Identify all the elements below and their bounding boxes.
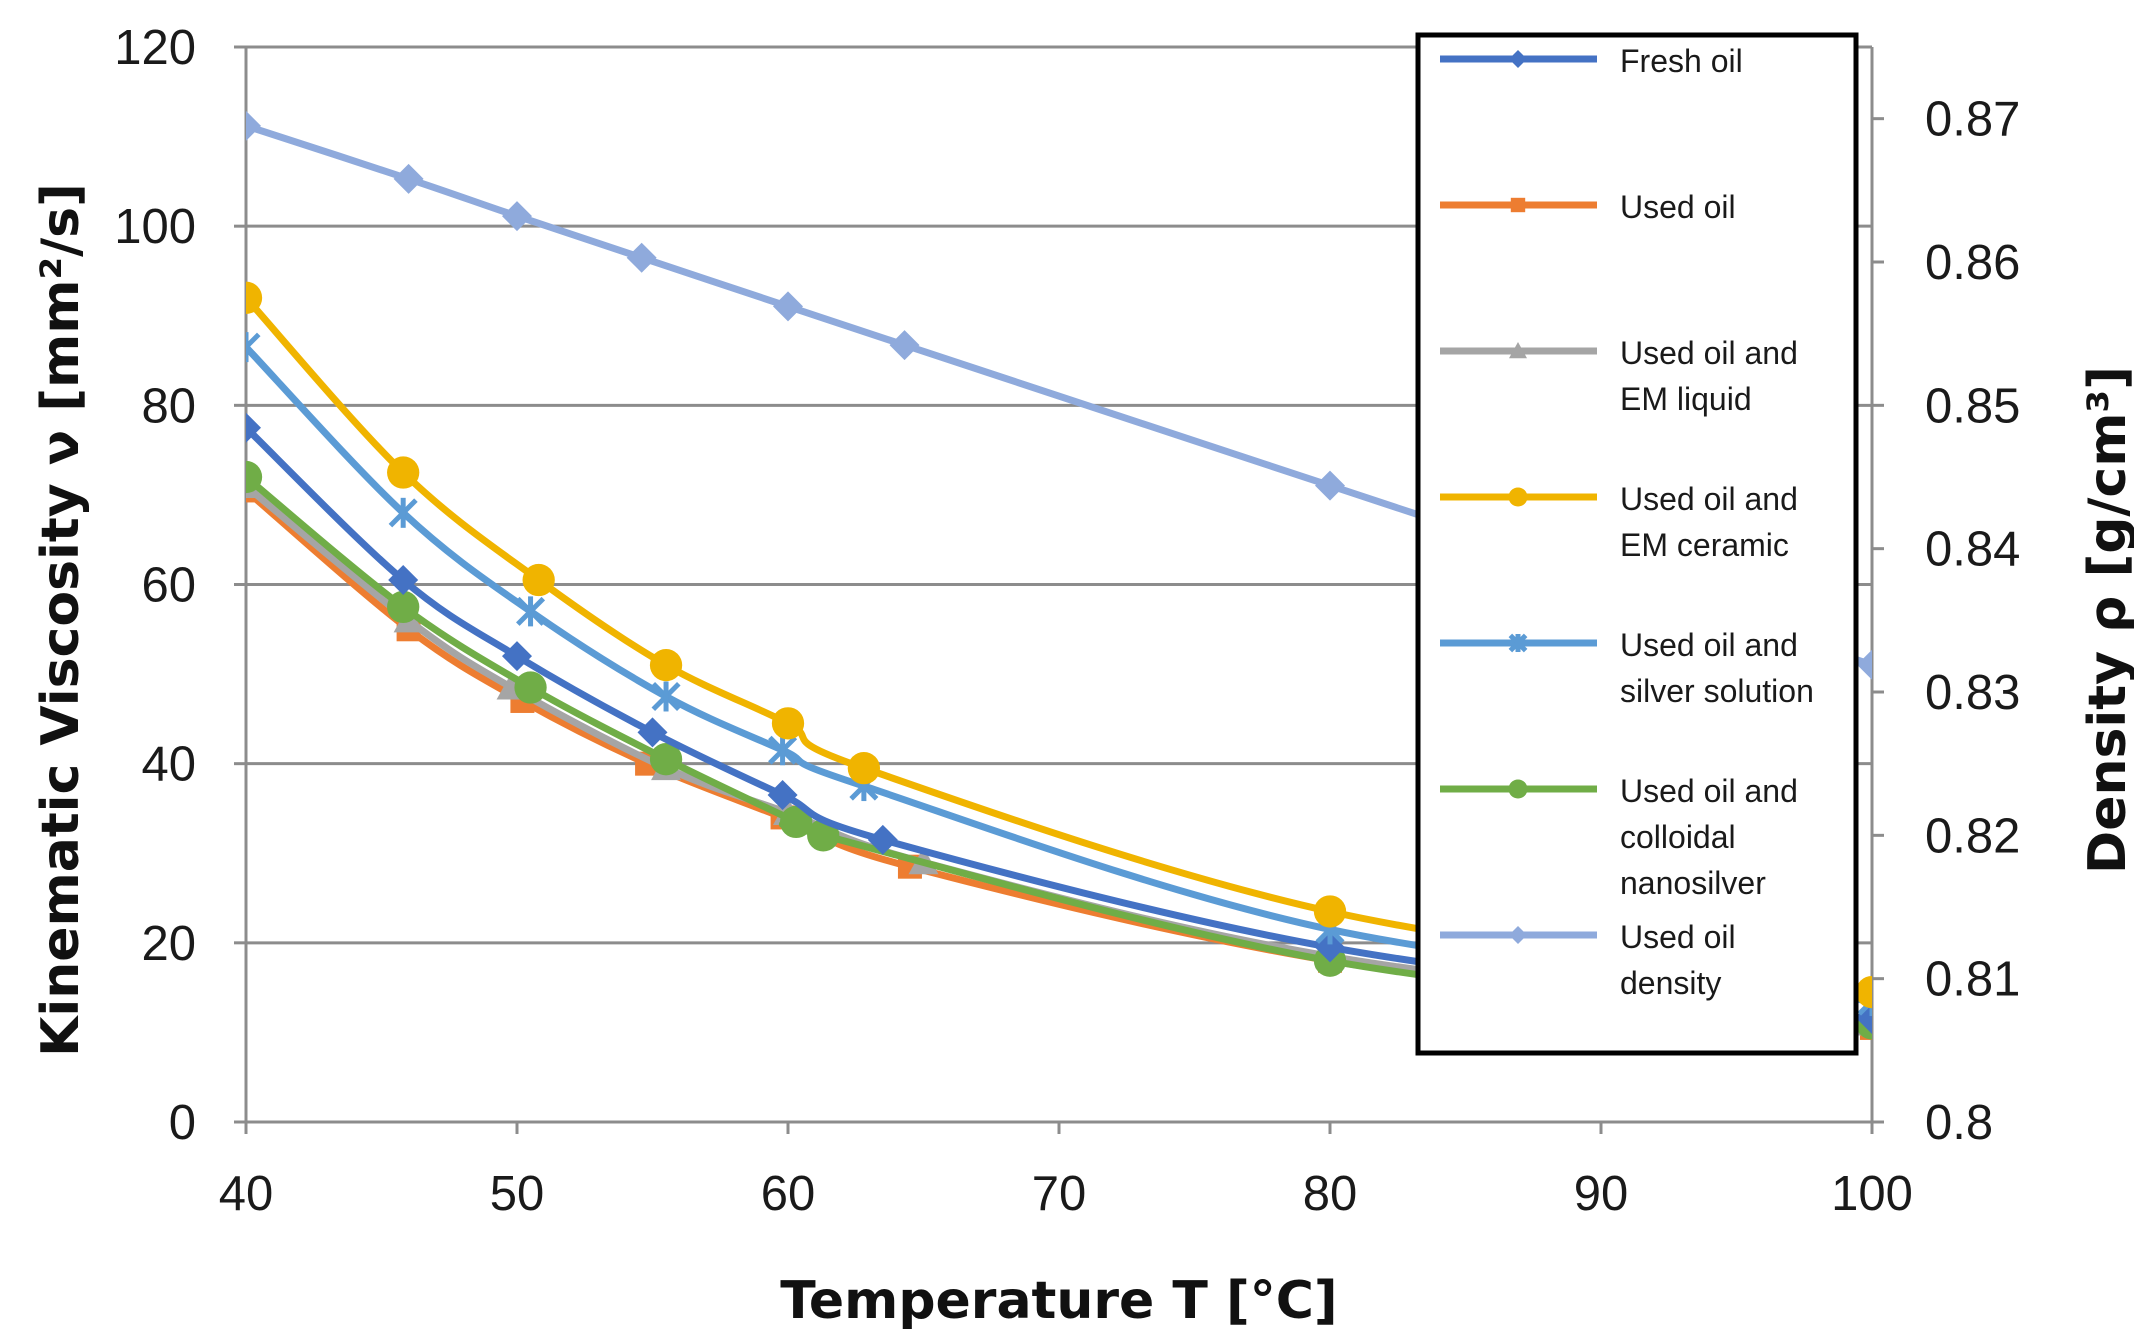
series-6-point-3: [626, 242, 657, 273]
y2-tick-label-4: 0.84: [1925, 523, 2020, 577]
y-tick-label-2: 40: [141, 738, 196, 792]
series-6-point-2: [502, 201, 532, 232]
y-tick-label-1: 20: [141, 917, 196, 971]
legend-label-5-2: nanosilver: [1620, 865, 1766, 901]
series-6-point-5: [889, 330, 920, 361]
legend-swatch-marker-6: [1509, 926, 1527, 944]
legend-label-5-0: Used oil and: [1620, 773, 1798, 809]
legend-label-6-1: density: [1620, 965, 1721, 1001]
legend-swatch-marker-5: [1508, 779, 1528, 799]
series-5-point-0: [246, 460, 263, 494]
series-0-point-5: [867, 824, 898, 855]
series-3-point-0: [246, 281, 263, 314]
legend-label-6-0: Used oil: [1620, 919, 1736, 955]
x-tick-label-5: 90: [1574, 1167, 1629, 1221]
legend-swatch-marker-0: [1509, 50, 1527, 68]
legend-entry-3: Used oil and EM ceramic: [1440, 481, 1798, 563]
series-3: [246, 281, 1872, 1009]
legend-entry-5: Used oil and colloidal nanosilver: [1440, 773, 1798, 901]
series-3-point-6: [1313, 895, 1347, 928]
legend-label-1-0: Used oil: [1620, 189, 1736, 225]
x-tick-label-0: 40: [219, 1167, 274, 1221]
series-line-4: [246, 343, 1872, 1005]
y-tick-label-4: 80: [141, 379, 196, 433]
legend-entry-4: Used oil and silver solution: [1440, 627, 1814, 709]
y2-tick-label-6: 0.86: [1925, 236, 2020, 290]
legend-swatch-marker-4: [1508, 633, 1528, 653]
series-6-point-1: [393, 163, 424, 194]
legend-label-2-0: Used oil and: [1620, 335, 1798, 371]
series-5-point-4: [779, 805, 813, 839]
legend-entry-2: Used oil and EM liquid: [1440, 335, 1798, 417]
series-4-point-3: [651, 681, 681, 712]
legend-entry-0: Fresh oil: [1440, 43, 1743, 79]
series-0-point-3: [637, 717, 668, 748]
y2-tick-label-2: 0.82: [1925, 809, 2020, 863]
y2-tick-label-5: 0.85: [1925, 379, 2020, 433]
legend-label-3-0: Used oil and: [1620, 481, 1798, 517]
legend-label-5-1: colloidal: [1620, 819, 1736, 855]
series-0-point-4: [767, 780, 798, 811]
x-tick-label-1: 50: [490, 1167, 545, 1221]
y-tick-label-5: 100: [114, 200, 196, 254]
series-3-point-4: [771, 707, 805, 740]
y2-tick-label-1: 0.81: [1925, 953, 2020, 1007]
series-6-point-4: [773, 291, 803, 322]
legend-swatch-marker-2: [1509, 342, 1527, 359]
y2-tick-label-3: 0.83: [1925, 666, 2020, 720]
legend-label-4-1: silver solution: [1620, 673, 1814, 709]
legend-entry-6: Used oil density: [1440, 919, 1736, 1001]
legend-label-2-1: EM liquid: [1620, 381, 1752, 417]
y-tick-label-6: 120: [114, 21, 196, 75]
x-tick-label-3: 70: [1032, 1167, 1087, 1221]
series-0-point-1: [388, 565, 419, 596]
y-tick-label-0: 0: [169, 1096, 196, 1150]
legend-label-3-1: EM ceramic: [1620, 527, 1789, 563]
x-tick-label-4: 80: [1303, 1167, 1358, 1221]
series-3-point-5: [847, 751, 881, 785]
series-0-point-7: [1857, 1003, 1872, 1034]
legend-label-4-0: Used oil and: [1620, 627, 1798, 663]
y2-tick-label-0: 0.8: [1925, 1096, 1993, 1150]
tick-labels: 0 20 40 60 80 100 120 0.8 0.81 0.82 0.83 0.84 0.85 0.…: [114, 21, 2020, 1221]
series-3-point-2: [522, 563, 555, 597]
series-4-point-1: [388, 497, 418, 528]
series-5-point-2: [514, 671, 547, 704]
series-3-point-1: [387, 456, 420, 489]
series-6-point-6: [1315, 470, 1345, 501]
legend-swatch-marker-1: [1510, 197, 1526, 213]
series-3-point-3: [649, 648, 683, 682]
series-4-point-2: [516, 596, 546, 627]
y2-tick-label-7: 0.87: [1925, 93, 2020, 147]
series-5-point-1: [387, 590, 420, 624]
series-0-point-2: [502, 641, 532, 672]
series-4-point-4: [768, 735, 798, 766]
series-4-point-0: [246, 332, 261, 363]
y-axis-title: Kinematic Viscosity ν [mm²/s]: [31, 183, 91, 1057]
y-tick-label-3: 60: [141, 559, 196, 613]
legend-swatch-marker-3: [1508, 487, 1528, 507]
legend-entry-1: Used oil: [1440, 189, 1736, 225]
series-3-point-7: [1855, 975, 1872, 1009]
series-6-point-7: [1857, 649, 1872, 680]
legend-label-0-0: Fresh oil: [1620, 43, 1743, 79]
x-axis-title: Temperature T [°C]: [780, 1271, 1337, 1331]
x-tick-label-6: 100: [1831, 1167, 1913, 1221]
x-tick-label-2: 60: [761, 1167, 816, 1221]
series-6-point-0: [246, 110, 261, 141]
series-5-point-3: [649, 743, 683, 776]
y2-axis-title: Density ρ [g/cm³]: [2078, 366, 2134, 874]
series-0-point-0: [246, 412, 261, 443]
